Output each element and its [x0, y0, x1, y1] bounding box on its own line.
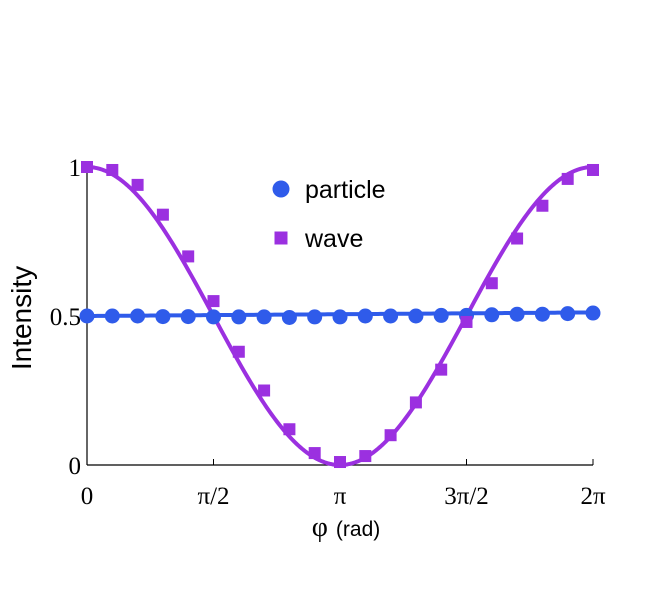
particle-point: [206, 309, 221, 325]
wave-point: [536, 199, 549, 212]
wave-point: [156, 208, 169, 221]
wave-point: [511, 232, 524, 245]
x-tick-label: π: [334, 483, 347, 510]
wave-point: [131, 178, 144, 191]
wave-point: [359, 450, 372, 463]
legend-particle-label: particle: [305, 176, 386, 204]
tick-labels: 0 π/2 π 3π/2 2π 0 0.5 1: [50, 155, 606, 510]
x-axis-label: φ (rad): [312, 512, 381, 543]
y-tick-label: 0: [69, 453, 82, 480]
particle-point: [180, 309, 196, 325]
wave-point: [207, 295, 220, 308]
legend-particle-marker: [272, 180, 290, 198]
x-tick-label: 3π/2: [444, 483, 489, 510]
particle-point: [534, 306, 550, 322]
wave-point: [182, 250, 195, 263]
wave-point: [561, 172, 574, 185]
particle-point: [256, 309, 272, 325]
wave-point: [460, 315, 473, 328]
particle-point: [408, 308, 424, 324]
wave-point: [232, 345, 245, 358]
particle-point: [585, 305, 601, 321]
wave-point: [258, 384, 271, 397]
y-axis-label: Intensity: [6, 266, 37, 370]
wave-point: [485, 277, 498, 290]
particle-point: [231, 309, 247, 325]
legend-wave-label: wave: [304, 225, 363, 253]
wave-point: [283, 423, 296, 436]
particle-point: [155, 309, 171, 325]
wave-point: [409, 396, 422, 409]
x-axis-symbol: φ: [312, 512, 328, 543]
particle-point: [332, 309, 348, 325]
particle-point: [484, 307, 500, 323]
particle-point: [383, 308, 399, 324]
particle-point: [560, 306, 576, 322]
particle-point: [433, 307, 449, 323]
wave-point: [106, 163, 119, 176]
legend-wave-marker: [274, 231, 288, 245]
x-axis-unit: (rad): [336, 518, 380, 541]
legend: particle wave: [272, 176, 386, 253]
wave-point: [334, 456, 346, 469]
y-tick-label: 1: [69, 155, 82, 182]
wave-point: [81, 161, 93, 173]
wave-point: [587, 163, 599, 176]
x-tick-label: 2π: [580, 483, 606, 510]
wave-point: [435, 363, 448, 376]
particle-point: [357, 308, 373, 324]
x-tick-label: π/2: [197, 483, 229, 510]
x-tick-label: 0: [81, 483, 94, 510]
data-markers: [79, 161, 601, 469]
wave-point: [308, 447, 321, 460]
particle-point: [104, 308, 120, 324]
particle-point: [79, 308, 95, 324]
wave-point: [384, 429, 397, 442]
particle-point: [307, 309, 323, 325]
particle-point: [130, 308, 146, 324]
particle-point: [509, 306, 525, 322]
y-tick-label: 0.5: [50, 304, 81, 331]
particle-point: [281, 309, 297, 325]
